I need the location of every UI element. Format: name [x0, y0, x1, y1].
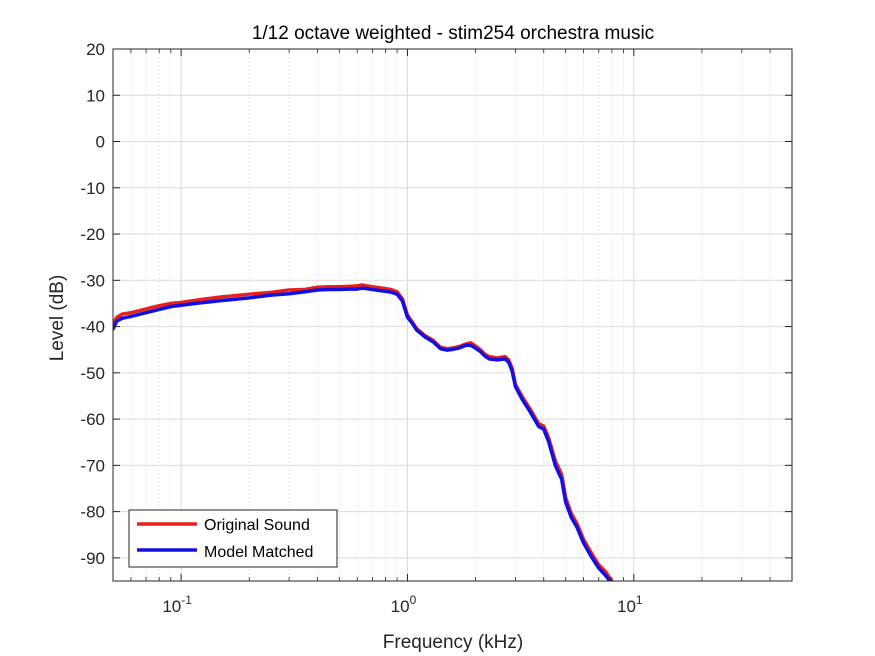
x-tick-label-base: 10 — [391, 597, 410, 616]
chart-title: 1/12 octave weighted - stim254 orchestra… — [252, 23, 654, 44]
series-line-model-matched — [113, 286, 613, 581]
y-tick-label: -70 — [80, 456, 105, 475]
y-tick-label: 10 — [86, 86, 105, 105]
x-tick-label: 101 — [617, 593, 643, 616]
x-tick-label: 10-1 — [162, 593, 192, 616]
y-tick-labels: 20 10 0 -10 -20 -30 -40 -50 -60 -70 -80 -90 — [80, 40, 105, 568]
y-tick-label: -30 — [80, 271, 105, 290]
y-tick-label: -50 — [80, 364, 105, 383]
y-tick-label: -80 — [80, 503, 105, 522]
y-tick-label: -40 — [80, 318, 105, 337]
x-tick-label-exponent: -1 — [181, 593, 192, 607]
x-axis-title: Frequency (kHz) — [383, 632, 523, 653]
y-tick-label: -90 — [80, 549, 105, 568]
legend-box — [128, 509, 338, 568]
minor-grid — [130, 49, 771, 581]
x-tick-label-exponent: 0 — [410, 593, 417, 607]
x-tick-label: 100 — [391, 593, 417, 616]
y-axis-title: Level (dB) — [47, 275, 68, 362]
y-tick-label: 20 — [86, 40, 105, 59]
series-layer — [113, 283, 615, 581]
x-tick-label-exponent: 1 — [636, 593, 643, 607]
legend-label-model-matched: Model Matched — [204, 544, 313, 561]
y-tick-label: -10 — [80, 179, 105, 198]
plot-area — [113, 49, 792, 581]
y-tick-label: -20 — [80, 225, 105, 244]
y-tick-label: 0 — [96, 133, 105, 152]
tick-marks — [113, 48, 792, 581]
x-tick-labels: 10-1 100 101 — [162, 593, 643, 616]
y-tick-label: -60 — [80, 410, 105, 429]
x-tick-label-base: 10 — [617, 597, 636, 616]
legend-label-original-sound: Original Sound — [204, 517, 310, 534]
x-tick-label-base: 10 — [162, 597, 181, 616]
legend[interactable]: Original Sound Model Matched — [128, 509, 338, 568]
plot-frame — [112, 48, 793, 582]
